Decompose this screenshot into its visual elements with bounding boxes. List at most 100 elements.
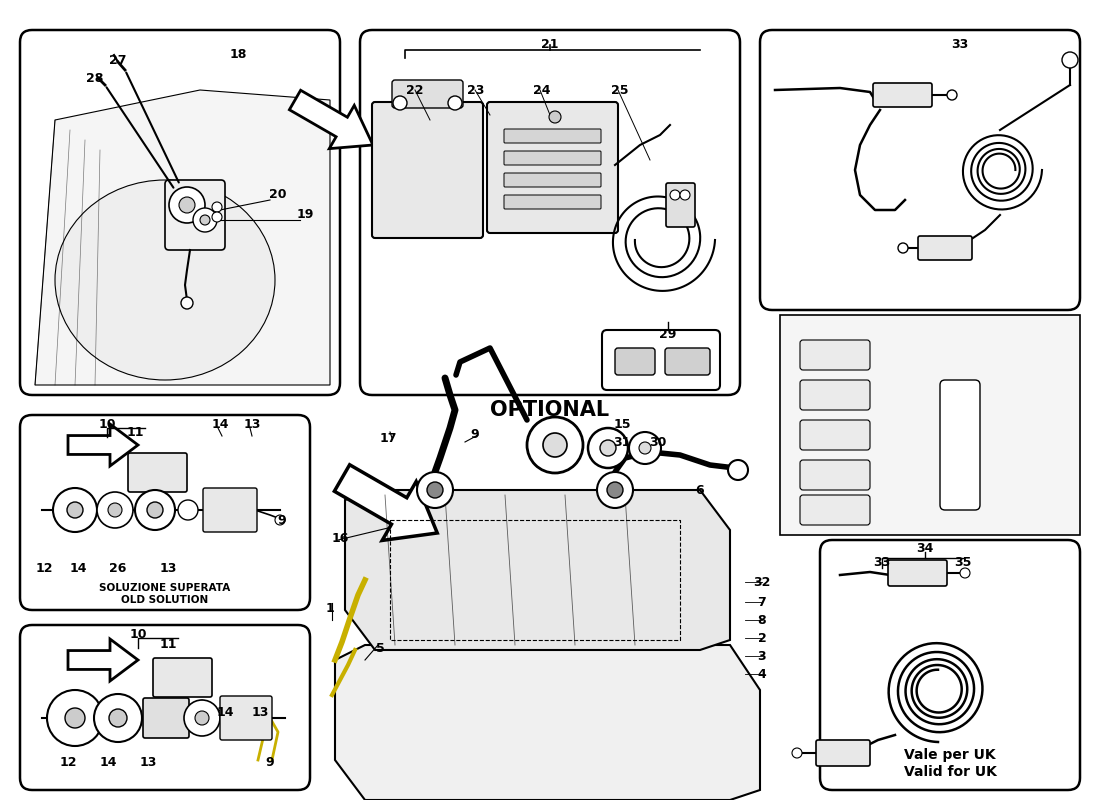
Circle shape [135,490,175,530]
Polygon shape [345,490,730,650]
Polygon shape [68,424,138,466]
FancyBboxPatch shape [602,330,720,390]
FancyBboxPatch shape [666,348,710,375]
Polygon shape [289,90,373,149]
Circle shape [600,440,616,456]
Circle shape [108,503,122,517]
Circle shape [109,709,126,727]
Circle shape [639,442,651,454]
FancyBboxPatch shape [153,658,212,697]
Text: 8: 8 [758,614,767,626]
Text: 19: 19 [296,209,314,222]
FancyBboxPatch shape [504,195,601,209]
Circle shape [629,432,661,464]
FancyBboxPatch shape [487,102,618,233]
FancyBboxPatch shape [143,698,189,738]
Text: 32: 32 [754,575,771,589]
Text: 24: 24 [534,83,551,97]
Circle shape [597,472,632,508]
Text: 11: 11 [160,638,177,651]
FancyBboxPatch shape [888,560,947,586]
Text: SOLUZIONE SUPERATA: SOLUZIONE SUPERATA [99,583,231,593]
Text: 31: 31 [614,437,630,450]
FancyBboxPatch shape [820,540,1080,790]
Polygon shape [336,645,760,800]
Circle shape [792,748,802,758]
Circle shape [212,202,222,212]
Text: 10: 10 [130,629,146,642]
Circle shape [94,694,142,742]
Circle shape [588,428,628,468]
Text: 23: 23 [468,83,485,97]
Ellipse shape [55,180,275,380]
Polygon shape [68,639,138,681]
FancyBboxPatch shape [800,380,870,410]
FancyBboxPatch shape [20,625,310,790]
FancyBboxPatch shape [128,453,187,492]
Text: 25: 25 [612,83,629,97]
Text: 6: 6 [695,483,704,497]
FancyBboxPatch shape [504,129,601,143]
Circle shape [147,502,163,518]
Polygon shape [35,90,330,385]
Circle shape [960,568,970,578]
Circle shape [728,460,748,480]
FancyBboxPatch shape [760,30,1080,310]
Text: 27: 27 [109,54,126,66]
FancyBboxPatch shape [800,420,870,450]
Circle shape [67,502,82,518]
Text: 20: 20 [270,189,287,202]
FancyBboxPatch shape [918,236,972,260]
FancyBboxPatch shape [372,102,483,238]
Text: 29: 29 [659,329,676,342]
Text: 30: 30 [649,437,667,450]
Circle shape [680,190,690,200]
Text: 5: 5 [375,642,384,654]
FancyBboxPatch shape [873,83,932,107]
Circle shape [543,433,566,457]
Text: 35: 35 [955,555,971,569]
Text: 21: 21 [541,38,559,51]
Text: 14: 14 [99,755,117,769]
Circle shape [275,515,285,525]
Text: 7: 7 [758,595,767,609]
Text: 22: 22 [406,83,424,97]
Text: Valid for UK: Valid for UK [903,765,997,779]
Text: OLD SOLUTION: OLD SOLUTION [121,595,209,605]
Circle shape [184,700,220,736]
FancyBboxPatch shape [800,340,870,370]
FancyBboxPatch shape [20,30,340,395]
Text: Vale per UK: Vale per UK [904,748,996,762]
Text: 9: 9 [471,429,480,442]
FancyBboxPatch shape [220,696,272,740]
Circle shape [47,690,103,746]
Circle shape [670,190,680,200]
Text: 13: 13 [243,418,261,431]
Text: 9: 9 [266,755,274,769]
Circle shape [97,492,133,528]
Text: 12: 12 [35,562,53,574]
FancyBboxPatch shape [20,415,310,610]
FancyBboxPatch shape [392,80,463,108]
Text: 9: 9 [277,514,286,526]
Circle shape [527,417,583,473]
Text: 33: 33 [873,555,891,569]
Circle shape [1062,52,1078,68]
Circle shape [195,711,209,725]
Text: 26: 26 [109,562,126,574]
FancyBboxPatch shape [360,30,740,395]
Text: 1: 1 [326,602,334,614]
Circle shape [179,197,195,213]
Text: 17: 17 [379,431,397,445]
Circle shape [549,111,561,123]
Polygon shape [780,315,1080,535]
Polygon shape [334,465,438,541]
Text: 14: 14 [217,706,233,718]
Text: 34: 34 [916,542,934,554]
Circle shape [65,708,85,728]
Circle shape [607,482,623,498]
Circle shape [53,488,97,532]
Text: 15: 15 [614,418,630,431]
Text: 2: 2 [758,631,767,645]
FancyBboxPatch shape [165,180,226,250]
